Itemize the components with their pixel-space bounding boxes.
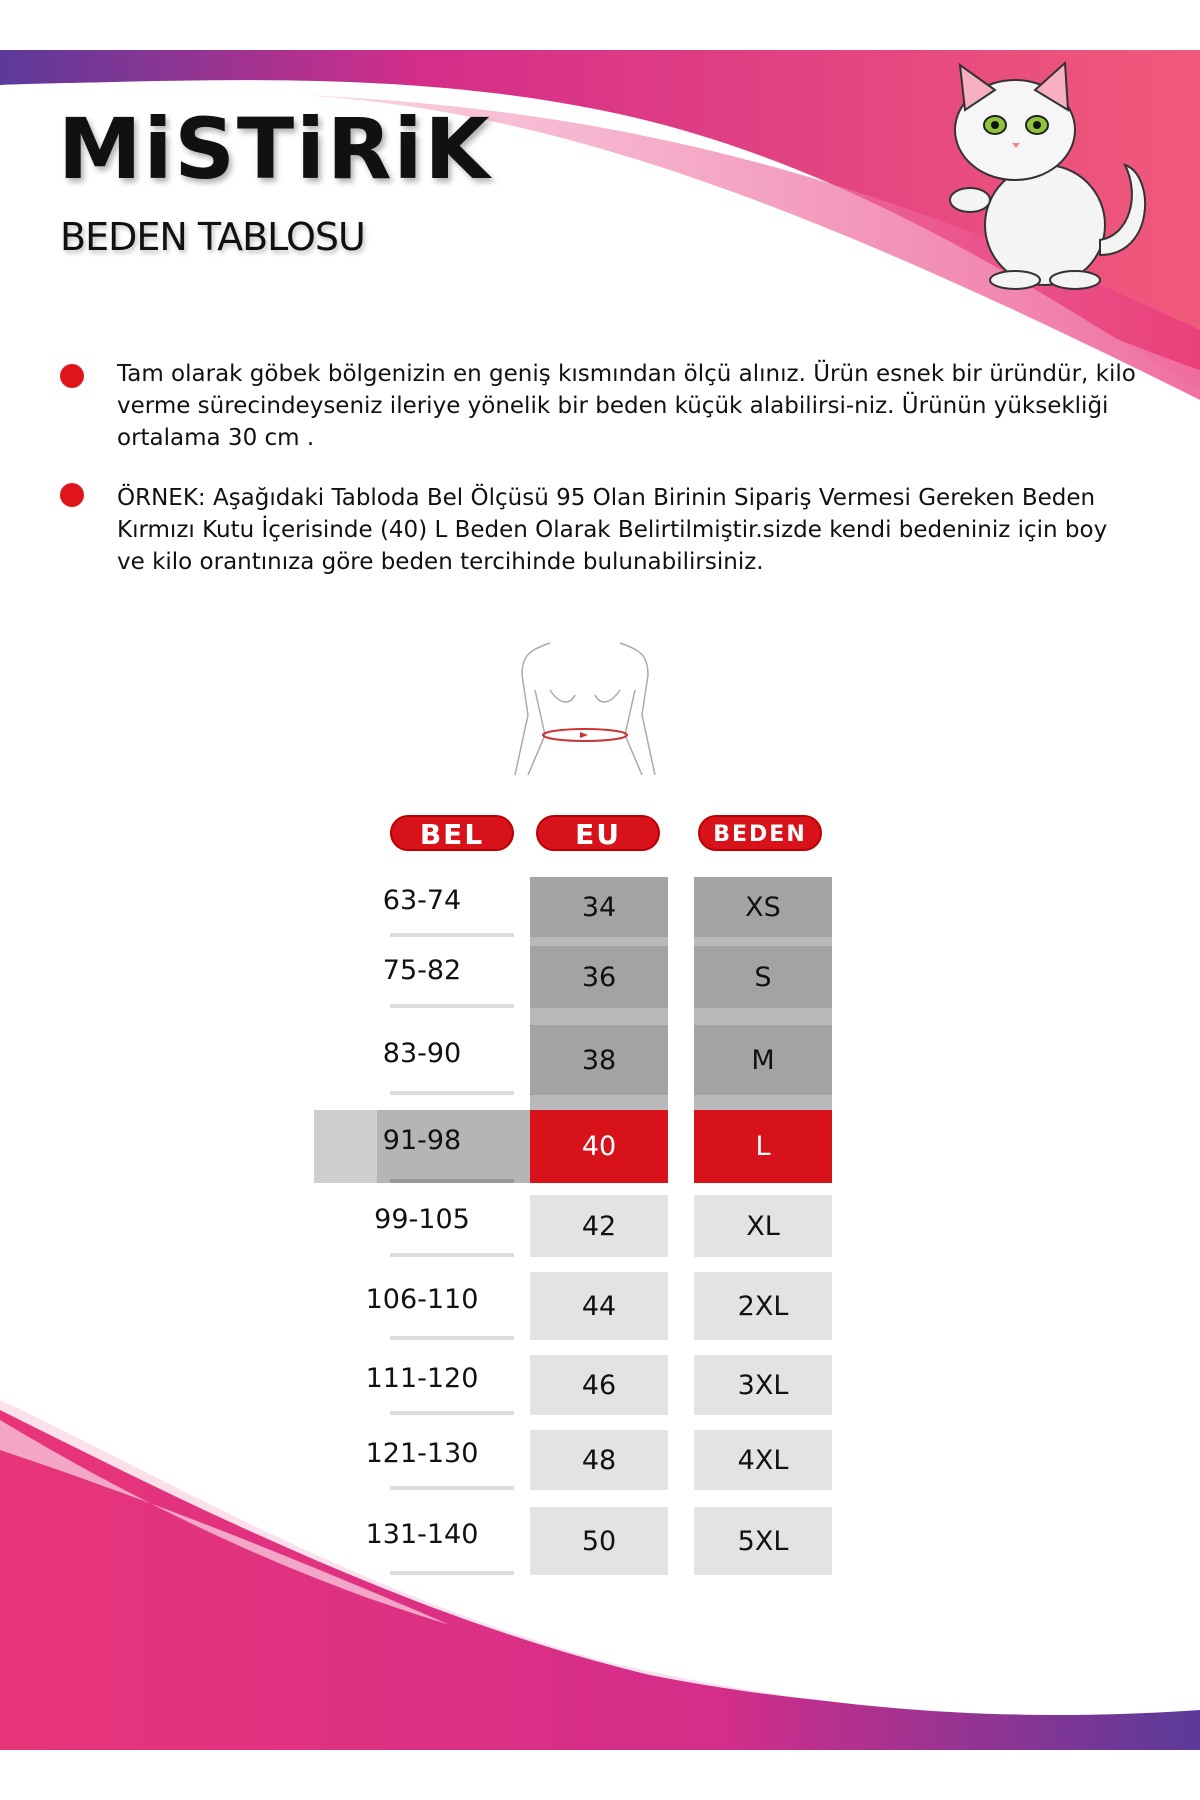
table-row: 131-140 50 5XL: [0, 1507, 1200, 1575]
page-title: BEDEN TABLOSU: [60, 215, 366, 259]
bel-cell: 75-82: [382, 955, 462, 986]
bel-underline: [390, 1486, 514, 1490]
beden-cell: 2XL: [694, 1272, 832, 1340]
bel-cell: 106-110: [365, 1284, 479, 1315]
bel-cell: 111-120: [365, 1363, 479, 1394]
beden-cell: S: [694, 946, 832, 1008]
eu-cell: 36: [530, 946, 668, 1008]
bel-underline: [390, 1336, 514, 1340]
eu-cell: 44: [530, 1272, 668, 1340]
eu-cell: 46: [530, 1355, 668, 1415]
bel-cell: 121-130: [365, 1438, 479, 1469]
table-row: 83-90 38 M: [0, 1025, 1200, 1095]
note-measurement: Tam olarak göbek bölgenizin en geniş kıs…: [117, 361, 1136, 451]
bel-cell: 63-74: [382, 885, 462, 916]
bel-underline: [390, 933, 514, 937]
eu-cell: 38: [530, 1025, 668, 1095]
bel-cell: 83-90: [382, 1038, 462, 1069]
eu-cell: 40: [530, 1110, 668, 1183]
header-eu: EU: [536, 815, 660, 851]
table-row: 63-74 34 XS: [0, 877, 1200, 937]
eu-cell: 50: [530, 1507, 668, 1575]
bottom-swoosh-decoration: [0, 1395, 1200, 1800]
beden-cell: L: [694, 1110, 832, 1183]
bel-underline: [390, 1571, 514, 1575]
eu-cell: 42: [530, 1195, 668, 1257]
eu-cell: 34: [530, 877, 668, 937]
bel-underline: [390, 1411, 514, 1415]
table-row: 75-82 36 S: [0, 946, 1200, 1008]
brand-logo: MiSTiRiK: [58, 100, 492, 198]
eu-cell: 48: [530, 1430, 668, 1490]
beden-cell: 4XL: [694, 1430, 832, 1490]
table-row: 106-110 44 2XL: [0, 1272, 1200, 1340]
table-row: 111-120 46 3XL: [0, 1355, 1200, 1415]
beden-cell: XL: [694, 1195, 832, 1257]
cat-mascot-icon: [949, 60, 1146, 290]
waist-measure-figure-icon: [514, 642, 656, 776]
header-beden: BEDEN: [698, 815, 822, 851]
bel-underline: [390, 1179, 514, 1183]
bel-underline: [390, 1091, 514, 1095]
beden-cell: M: [694, 1025, 832, 1095]
bullet-icon: [60, 483, 84, 507]
header-bel: BEL: [390, 815, 514, 851]
note-example: ÖRNEK: Aşağıdaki Tabloda Bel Ölçüsü 95 O…: [117, 485, 1108, 575]
bel-cell: 131-140: [365, 1519, 479, 1550]
highlight-row-bg-left: [314, 1110, 377, 1183]
bel-underline: [390, 1253, 514, 1257]
bel-cell: 99-105: [374, 1204, 470, 1235]
bel-cell: 91-98: [382, 1124, 462, 1156]
bel-underline: [390, 1004, 514, 1008]
beden-cell: XS: [694, 877, 832, 937]
beden-cell: 5XL: [694, 1507, 832, 1575]
table-row: 99-105 42 XL: [0, 1195, 1200, 1257]
table-row: 121-130 48 4XL: [0, 1430, 1200, 1490]
bullet-icon: [60, 364, 84, 388]
top-swoosh-decoration: [0, 50, 1200, 400]
beden-cell: 3XL: [694, 1355, 832, 1415]
table-row: 91-98 40 L: [0, 1110, 1200, 1183]
